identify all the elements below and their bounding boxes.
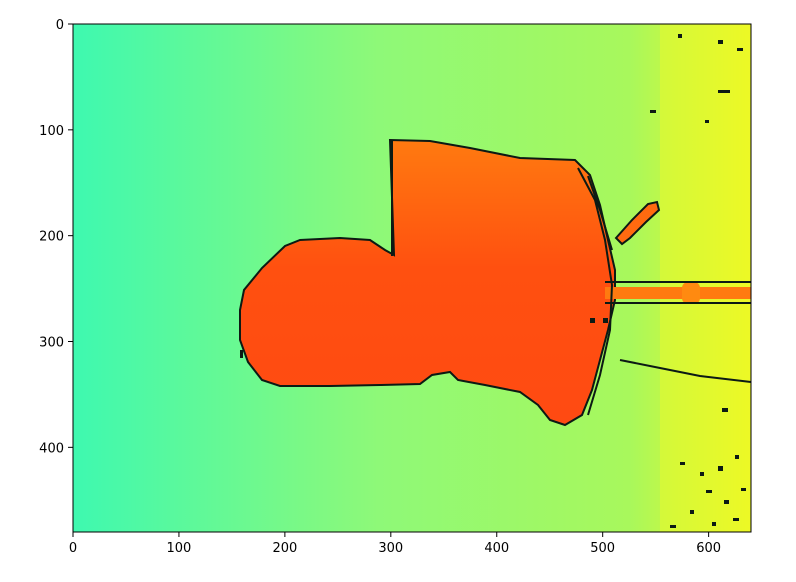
y-tick-label: 0 xyxy=(56,18,64,33)
plot-frame xyxy=(72,23,752,533)
noise-speckles xyxy=(240,34,746,528)
x-tick-label: 300 xyxy=(378,541,403,556)
x-axis: 0 100 200 300 400 500 600 xyxy=(69,532,721,556)
edge-noise xyxy=(391,140,751,416)
y-tick-label: 300 xyxy=(39,336,64,351)
object-rod xyxy=(605,287,751,299)
x-tick-label: 500 xyxy=(590,541,615,556)
x-tick-label: 400 xyxy=(484,541,509,556)
object-rod-knob xyxy=(682,282,700,304)
x-tick-label: 600 xyxy=(696,541,721,556)
y-axis: 0 100 200 300 400 xyxy=(39,18,73,456)
object-arm xyxy=(614,200,661,246)
y-tick-label: 200 xyxy=(39,230,64,245)
far-region xyxy=(660,24,751,532)
x-tick-label: 100 xyxy=(167,541,192,556)
x-tick-label: 200 xyxy=(272,541,297,556)
x-tick-label: 0 xyxy=(69,541,77,556)
y-tick-label: 400 xyxy=(39,441,64,456)
y-tick-label: 100 xyxy=(39,124,64,139)
